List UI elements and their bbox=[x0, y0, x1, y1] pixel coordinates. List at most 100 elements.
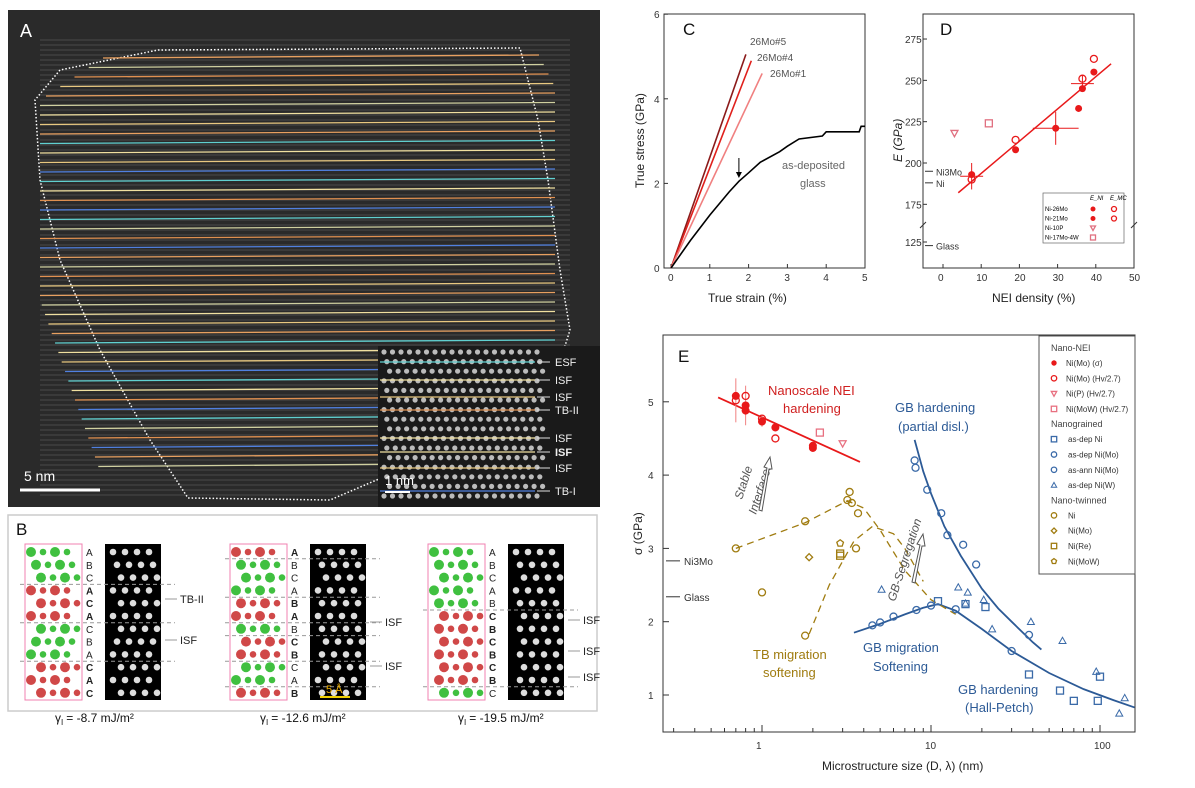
atom-column bbox=[480, 455, 486, 461]
inset-label: ESF bbox=[555, 357, 577, 369]
atom-column bbox=[117, 599, 125, 607]
stem-image bbox=[105, 544, 161, 700]
atom-column bbox=[314, 548, 322, 556]
panel-label: B bbox=[16, 520, 27, 539]
atom bbox=[273, 561, 281, 569]
atom-column bbox=[326, 612, 334, 620]
atom-column bbox=[438, 368, 444, 374]
point-filled-circle bbox=[741, 406, 750, 415]
atom-column bbox=[404, 483, 410, 489]
atom-column bbox=[486, 416, 492, 422]
atom-column bbox=[354, 651, 362, 658]
atom-column bbox=[506, 483, 512, 489]
atom-column bbox=[401, 445, 407, 451]
atom-column bbox=[435, 445, 441, 451]
atom-column bbox=[466, 378, 472, 384]
atom-column bbox=[387, 368, 393, 374]
atom-column bbox=[537, 445, 543, 451]
atom-column bbox=[537, 474, 543, 480]
atom-column bbox=[524, 548, 532, 556]
atom-column bbox=[429, 483, 435, 489]
point-filled-circle bbox=[1052, 124, 1060, 132]
atom-column bbox=[460, 474, 466, 480]
y-tick-label: 250 bbox=[905, 76, 922, 87]
atom bbox=[447, 625, 455, 633]
atom-column bbox=[457, 464, 464, 470]
legend-label: Ni bbox=[1068, 511, 1076, 520]
atom-column bbox=[342, 651, 350, 658]
atom-column bbox=[455, 368, 461, 374]
atom-column bbox=[463, 397, 469, 403]
atom-column bbox=[525, 378, 532, 384]
atom-column bbox=[517, 378, 523, 384]
atom-column bbox=[401, 387, 407, 393]
atom bbox=[249, 689, 257, 697]
atom-column bbox=[338, 548, 346, 556]
atom-column bbox=[129, 689, 137, 697]
atom-column bbox=[506, 455, 512, 461]
atom-column bbox=[438, 397, 444, 403]
gamma-subscript: I bbox=[61, 718, 63, 727]
atom-column bbox=[489, 397, 495, 403]
atom-column bbox=[552, 599, 560, 607]
atom-column bbox=[516, 676, 524, 684]
point-circle bbox=[800, 517, 810, 526]
atom bbox=[254, 574, 262, 581]
atom-column bbox=[477, 445, 483, 451]
atom bbox=[458, 598, 468, 609]
atom bbox=[429, 585, 439, 596]
atom bbox=[439, 687, 449, 698]
atom bbox=[68, 561, 76, 569]
atom-column bbox=[474, 493, 481, 499]
stacking-letter: B bbox=[291, 650, 298, 661]
atom bbox=[63, 548, 71, 556]
plot-frame bbox=[663, 13, 866, 269]
legend-label: as-ann Ni(Mo) bbox=[1068, 466, 1119, 475]
stacking-letter: A bbox=[86, 548, 93, 559]
atom bbox=[241, 636, 251, 647]
atom bbox=[255, 675, 265, 685]
reference-label: Glass bbox=[684, 593, 710, 604]
atom-column bbox=[113, 638, 121, 645]
point-circle bbox=[1024, 630, 1034, 640]
atom bbox=[44, 638, 52, 645]
atom-column bbox=[457, 349, 464, 355]
gamma-value: γI = -19.5 mJ/m² bbox=[458, 711, 544, 727]
stacking-fault-line bbox=[39, 149, 556, 154]
model-box bbox=[24, 543, 83, 701]
atom-column bbox=[483, 464, 489, 470]
atom-column bbox=[540, 561, 548, 569]
legend-label: Ni(Mo) (σ) bbox=[1066, 359, 1103, 368]
atom bbox=[68, 638, 76, 645]
atom-column bbox=[318, 561, 326, 569]
point-triangle bbox=[953, 582, 963, 591]
atom-column bbox=[153, 574, 161, 581]
arrow-icon bbox=[758, 455, 773, 512]
atom bbox=[278, 663, 286, 671]
point-triangle bbox=[1114, 708, 1124, 717]
atom-column bbox=[514, 397, 520, 403]
atom-column bbox=[415, 349, 421, 355]
atom-column bbox=[548, 587, 556, 594]
point-filled-circle bbox=[771, 423, 780, 432]
point-square bbox=[1095, 672, 1105, 681]
gamma-value: γI = -12.6 mJ/m² bbox=[260, 711, 346, 727]
atom-column bbox=[455, 455, 461, 461]
legend-label: Ni(MoW) (Hv/2.7) bbox=[1066, 405, 1129, 414]
point-circle bbox=[800, 631, 810, 640]
atom-column bbox=[338, 587, 346, 594]
atom-column bbox=[346, 663, 354, 671]
point-circle bbox=[926, 601, 936, 610]
legend-label: Ni(P) (Hv/2.7) bbox=[1066, 390, 1115, 399]
atom-column bbox=[398, 378, 404, 384]
point-circle bbox=[943, 531, 952, 540]
atom-column bbox=[523, 455, 529, 461]
atom-column bbox=[480, 426, 486, 432]
legend-label: Ni(MoW) bbox=[1068, 557, 1100, 566]
atom-column bbox=[322, 638, 330, 645]
atom bbox=[50, 611, 60, 621]
atom-column bbox=[532, 689, 540, 697]
panel-label: A bbox=[20, 21, 32, 41]
atom-column bbox=[531, 426, 537, 432]
atom bbox=[471, 676, 479, 684]
